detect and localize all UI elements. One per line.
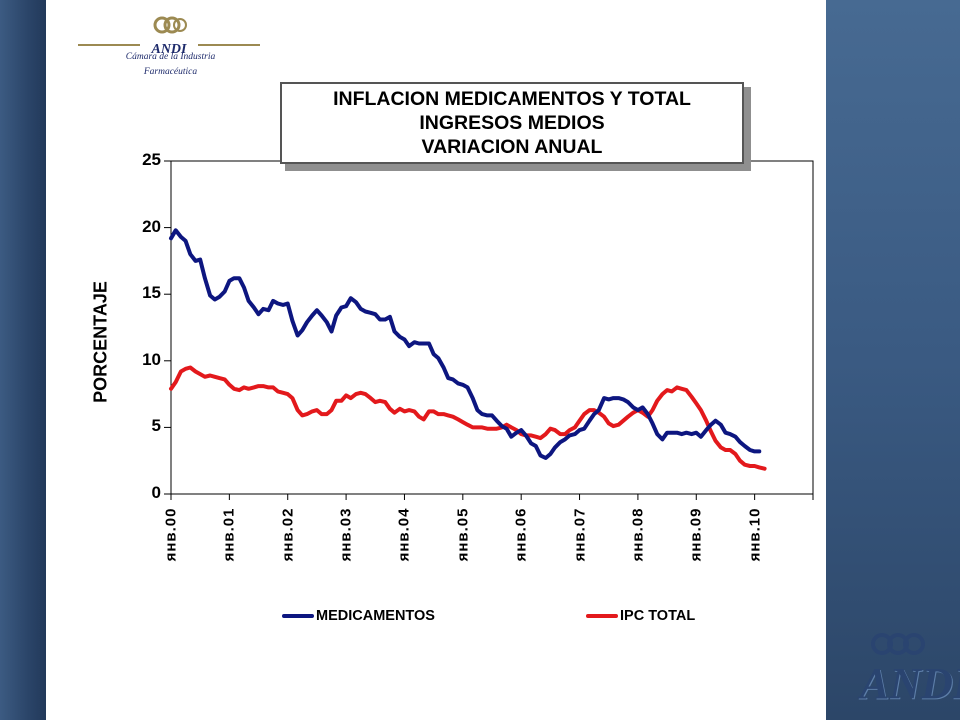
x-tick-label: янв.09 (687, 507, 705, 561)
legend-item-ipc-total: IPC TOTAL (586, 606, 695, 626)
legend-label-ipc-total: IPC TOTAL (620, 608, 696, 624)
plot-area (170, 160, 814, 495)
andi-watermark-emblem-icon (871, 633, 925, 655)
left-background-band (0, 0, 46, 720)
y-tick-label: 20 (142, 216, 161, 236)
x-tick-label: янв.00 (162, 507, 180, 561)
chart-title-line1: INFLACION MEDICAMENTOS Y TOTAL (333, 88, 691, 110)
andi-watermark-text: ANDI (860, 659, 960, 708)
logo-rule-right (198, 44, 260, 46)
x-axis-ticks (170, 494, 814, 500)
x-tick-label: янв.04 (395, 507, 413, 561)
andi-watermark-logo: ANDI (860, 632, 960, 712)
y-tick-label: 0 (151, 483, 161, 502)
chart-title-line3: VARIACION ANUAL (421, 136, 603, 158)
legend-item-medicamentos: MEDICAMENTOS (282, 606, 435, 626)
legend-label-medicamentos: MEDICAMENTOS (316, 608, 435, 624)
x-tick-label: янв.02 (279, 507, 297, 561)
y-tick-label: 25 (142, 150, 161, 169)
logo-wordmark: ANDI (151, 42, 187, 57)
legend-swatch-medicamentos (282, 614, 314, 618)
series-line-medicamentos (169, 228, 762, 460)
y-tick-label: 10 (142, 349, 161, 369)
chart-title-box: INFLACION MEDICAMENTOS Y TOTAL INGRESOS … (280, 82, 744, 164)
series-line-ipc-total (169, 365, 767, 471)
legend-swatch-ipc-total (586, 614, 618, 618)
x-tick-label: янв.01 (220, 507, 238, 561)
logo-rule-left (78, 44, 140, 46)
y-tick-label: 5 (151, 416, 161, 436)
x-tick-label: янв.08 (629, 507, 647, 561)
logo-subtitle-line1: Cámara de la Industria (125, 52, 216, 62)
x-tick-label: янв.05 (454, 507, 472, 561)
andi-logo: ANDI Cámara de la Industria Farmacéutica (78, 14, 263, 84)
y-tick-label: 15 (142, 283, 161, 303)
andi-emblem-icon (153, 16, 187, 34)
chart-title-line2: INGRESOS MEDIOS (419, 112, 605, 134)
logo-subtitle-line2: Farmacéutica (143, 67, 198, 77)
x-tick-label: янв.03 (337, 507, 355, 561)
y-axis-ticks (164, 160, 171, 495)
x-tick-label: янв.06 (512, 507, 530, 561)
x-tick-label: янв.07 (570, 507, 588, 561)
right-background-band (826, 0, 960, 720)
y-axis-label: PORCENTAJE (90, 281, 111, 403)
x-tick-label: янв.10 (746, 507, 764, 561)
